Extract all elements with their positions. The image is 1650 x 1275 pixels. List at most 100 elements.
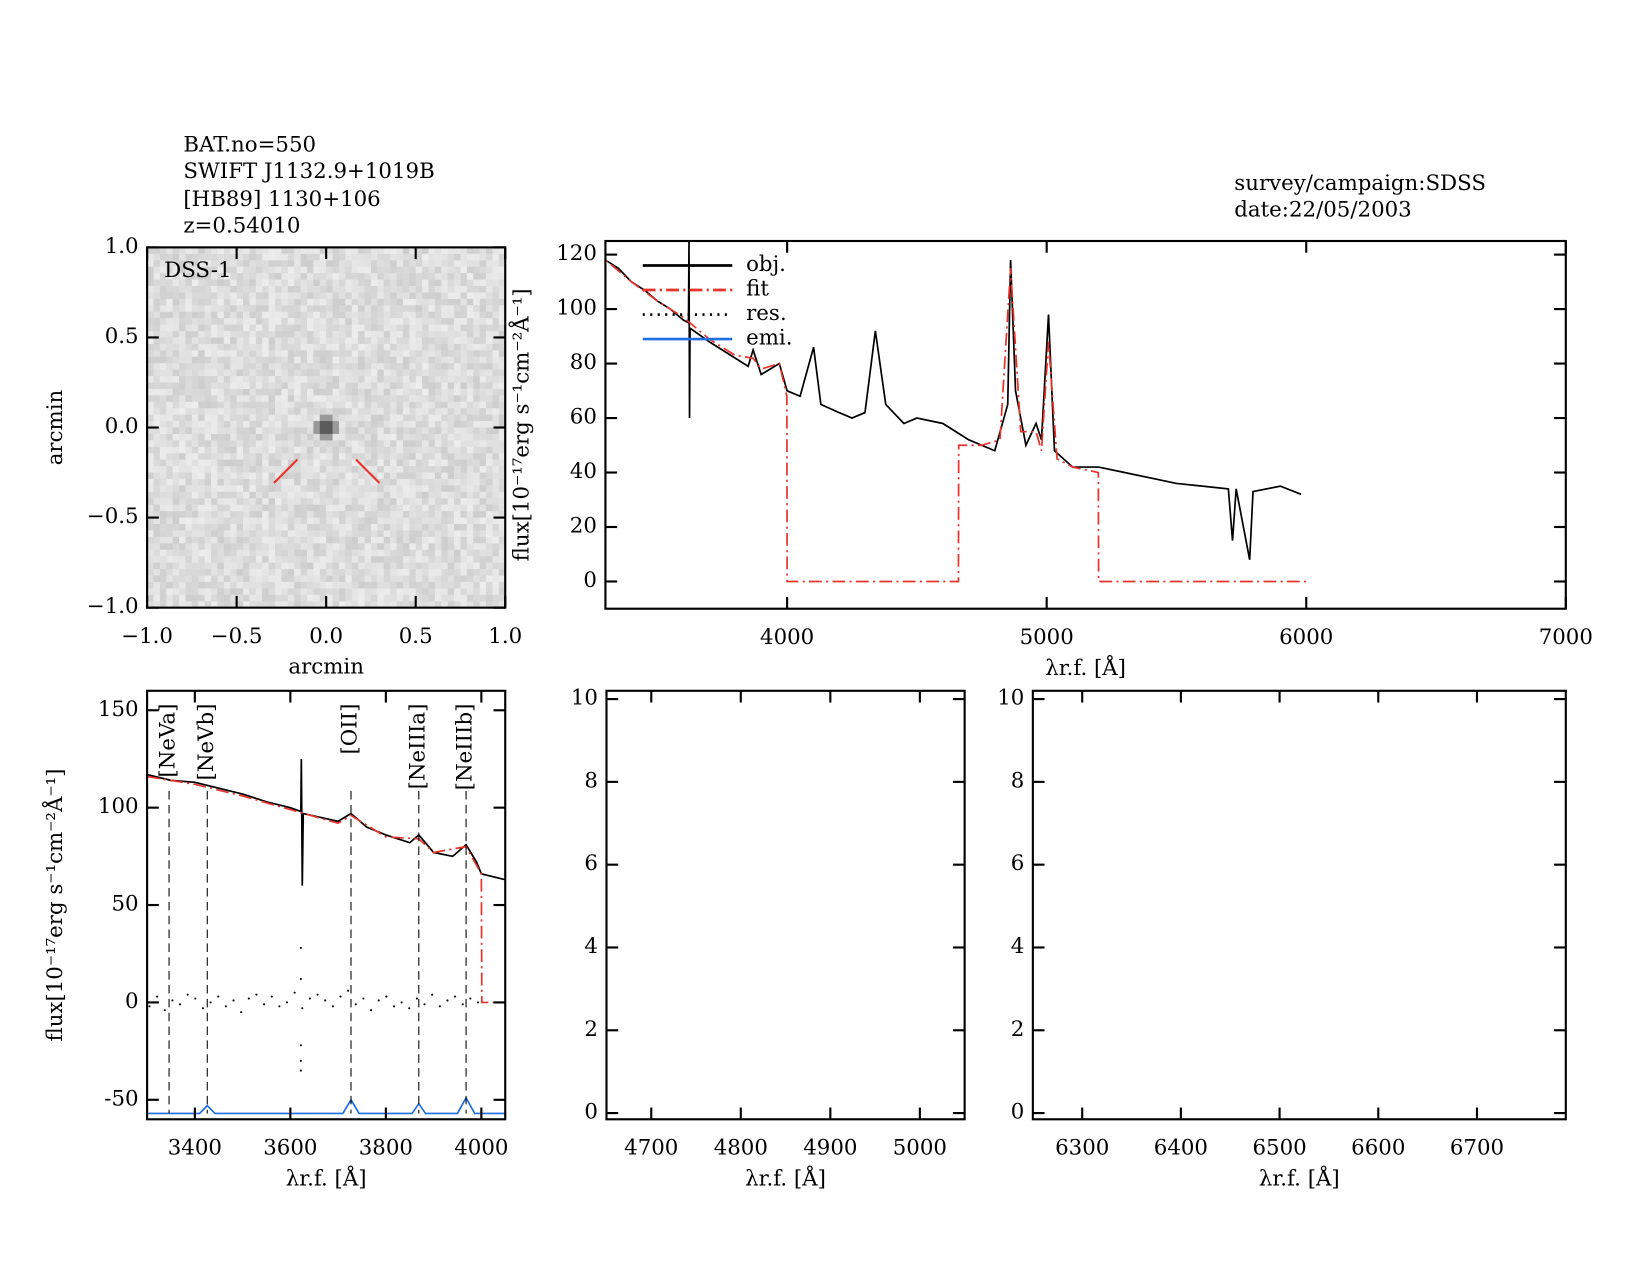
image-pixel [434, 569, 442, 577]
image-pixel [326, 472, 334, 480]
image-pixel [319, 298, 327, 306]
image-pixel [179, 543, 186, 551]
image-pixel [223, 472, 231, 480]
image-pixel [191, 427, 199, 435]
image-pixel [223, 556, 231, 564]
image-pixel [479, 356, 487, 364]
image-pixel [255, 517, 263, 525]
image-pixel [428, 266, 436, 274]
image-pixel [223, 292, 231, 300]
image-pixel [441, 350, 449, 358]
image-pixel [351, 401, 359, 409]
image-pixel [454, 331, 461, 338]
image-pixel [409, 453, 417, 461]
image-pixel [428, 569, 436, 577]
image-pixel [460, 318, 468, 326]
image-pixel [262, 247, 270, 255]
image-pixel [441, 421, 449, 429]
image-pixel [473, 324, 481, 332]
image-pixel [179, 594, 186, 602]
image-pixel [185, 485, 193, 493]
image-pixel [492, 292, 500, 300]
image-pixel [262, 543, 270, 551]
image-pixel [492, 273, 500, 281]
image-pixel [447, 536, 455, 544]
image-pixel [159, 356, 167, 364]
image-pixel [396, 453, 404, 461]
image-pixel [358, 466, 366, 474]
image-pixel [454, 247, 461, 255]
image-pixel [319, 279, 327, 287]
image-pixel [409, 446, 417, 454]
image-pixel [473, 408, 481, 416]
image-pixel [300, 253, 308, 261]
image-pixel [409, 478, 417, 486]
image-pixel [166, 511, 174, 519]
image-pixel [415, 273, 423, 281]
image-pixel [179, 549, 186, 557]
image-pixel [147, 343, 155, 351]
image-pixel [153, 491, 161, 499]
image-pixel [166, 549, 174, 557]
image-pixel [204, 324, 212, 332]
image-pixel [428, 388, 436, 396]
image-pixel [198, 356, 206, 364]
image-pixel [345, 581, 353, 589]
image-pixel [268, 453, 276, 461]
image-pixel [313, 440, 321, 448]
image-pixel [230, 498, 238, 506]
image-pixel [364, 549, 372, 557]
image-pixel [159, 511, 167, 519]
image-pixel [191, 331, 199, 338]
image-pixel [332, 318, 340, 326]
image-pixel [236, 517, 244, 525]
image-pixel [230, 247, 238, 255]
image-pixel [492, 253, 500, 261]
image-pixel [351, 556, 359, 564]
image-pixel [383, 517, 391, 525]
image-pixel [460, 395, 468, 403]
image-pixel [249, 466, 257, 474]
image-pixel [377, 292, 385, 300]
image-pixel [191, 395, 199, 403]
image-pixel [415, 401, 423, 409]
image-pixel [300, 569, 308, 577]
image-pixel [409, 517, 417, 525]
image-pixel [473, 446, 481, 454]
image-pixel [326, 440, 334, 448]
image-pixel [319, 253, 327, 261]
image-pixel [172, 285, 180, 293]
image-pixel [268, 253, 276, 261]
image-pixel [300, 298, 308, 306]
image-pixel [454, 524, 461, 531]
image-pixel [358, 536, 366, 544]
image-pixel [287, 466, 295, 474]
y-tick-label: -50 [104, 1086, 138, 1111]
image-pixel [300, 511, 308, 519]
image-pixel [319, 536, 327, 544]
image-pixel [447, 331, 455, 338]
image-pixel [300, 433, 308, 441]
image-pixel [198, 472, 206, 480]
image-pixel [332, 247, 340, 255]
image-pixel [396, 298, 404, 306]
image-pixel [255, 491, 263, 499]
image-pixel [153, 517, 161, 525]
image-pixel [249, 273, 257, 281]
image-pixel [300, 601, 308, 609]
x-axis-label: arcmin [288, 655, 364, 680]
image-pixel [287, 588, 295, 596]
image-pixel [287, 549, 295, 557]
image-pixel [281, 298, 289, 306]
image-pixel [473, 273, 481, 281]
image-pixel [159, 388, 167, 396]
image-pixel [409, 498, 417, 506]
image-pixel [422, 260, 430, 268]
image-pixel [415, 543, 423, 551]
image-pixel [159, 594, 167, 602]
image-pixel [383, 350, 391, 358]
image-pixel [185, 433, 193, 441]
image-pixel [255, 433, 263, 441]
image-pixel [415, 305, 423, 313]
